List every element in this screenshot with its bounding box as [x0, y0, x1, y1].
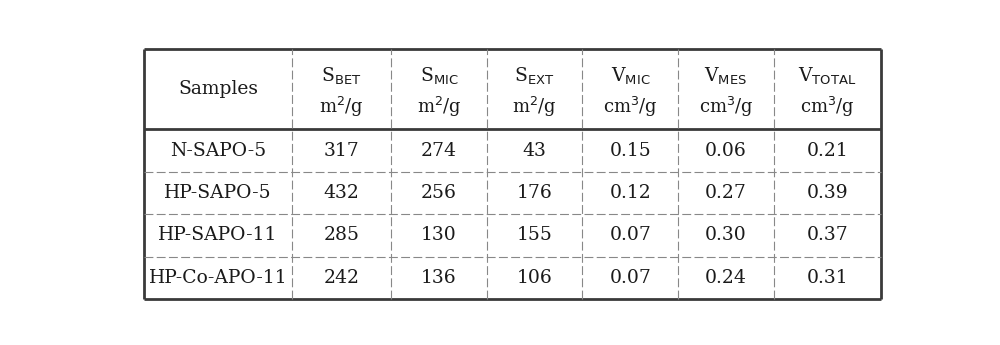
Text: m$^{2}$/g: m$^{2}$/g	[417, 95, 461, 119]
Text: V$_{\mathrm{MIC}}$: V$_{\mathrm{MIC}}$	[611, 66, 650, 87]
Text: 136: 136	[421, 269, 457, 287]
Text: cm$^{3}$/g: cm$^{3}$/g	[603, 95, 658, 119]
Text: HP-Co-APO-11: HP-Co-APO-11	[149, 269, 287, 287]
Text: m$^{2}$/g: m$^{2}$/g	[512, 95, 557, 119]
Text: 106: 106	[517, 269, 552, 287]
Text: 0.37: 0.37	[806, 226, 848, 244]
Text: S$_{\mathrm{BET}}$: S$_{\mathrm{BET}}$	[321, 66, 362, 87]
Text: 285: 285	[323, 226, 359, 244]
Text: N-SAPO-5: N-SAPO-5	[170, 141, 266, 159]
Text: 0.21: 0.21	[806, 141, 848, 159]
Text: 256: 256	[421, 184, 457, 202]
Text: 0.07: 0.07	[609, 269, 651, 287]
Text: 242: 242	[323, 269, 359, 287]
Text: 0.15: 0.15	[609, 141, 651, 159]
Text: 176: 176	[517, 184, 552, 202]
Text: 43: 43	[523, 141, 547, 159]
Text: S$_{\mathrm{EXT}}$: S$_{\mathrm{EXT}}$	[514, 66, 555, 87]
Text: HP-SAPO-11: HP-SAPO-11	[158, 226, 278, 244]
Text: 317: 317	[323, 141, 359, 159]
Text: 0.39: 0.39	[806, 184, 848, 202]
Text: 0.12: 0.12	[609, 184, 651, 202]
Text: cm$^{3}$/g: cm$^{3}$/g	[699, 95, 753, 119]
Text: V$_{\mathrm{TOTAL}}$: V$_{\mathrm{TOTAL}}$	[798, 66, 856, 87]
Text: m$^{2}$/g: m$^{2}$/g	[319, 95, 364, 119]
Text: 274: 274	[421, 141, 457, 159]
Text: 0.27: 0.27	[705, 184, 747, 202]
Text: 0.31: 0.31	[806, 269, 848, 287]
Text: 0.30: 0.30	[705, 226, 747, 244]
Text: 130: 130	[421, 226, 457, 244]
Text: V$_{\mathrm{MES}}$: V$_{\mathrm{MES}}$	[704, 66, 748, 87]
Text: cm$^{3}$/g: cm$^{3}$/g	[800, 95, 855, 119]
Text: S$_{\mathrm{MIC}}$: S$_{\mathrm{MIC}}$	[420, 66, 458, 87]
Text: 0.06: 0.06	[705, 141, 747, 159]
Text: 155: 155	[517, 226, 553, 244]
Text: 0.07: 0.07	[609, 226, 651, 244]
Text: 0.24: 0.24	[705, 269, 747, 287]
Text: HP-SAPO-5: HP-SAPO-5	[164, 184, 272, 202]
Text: Samples: Samples	[178, 80, 258, 98]
Text: 432: 432	[323, 184, 359, 202]
